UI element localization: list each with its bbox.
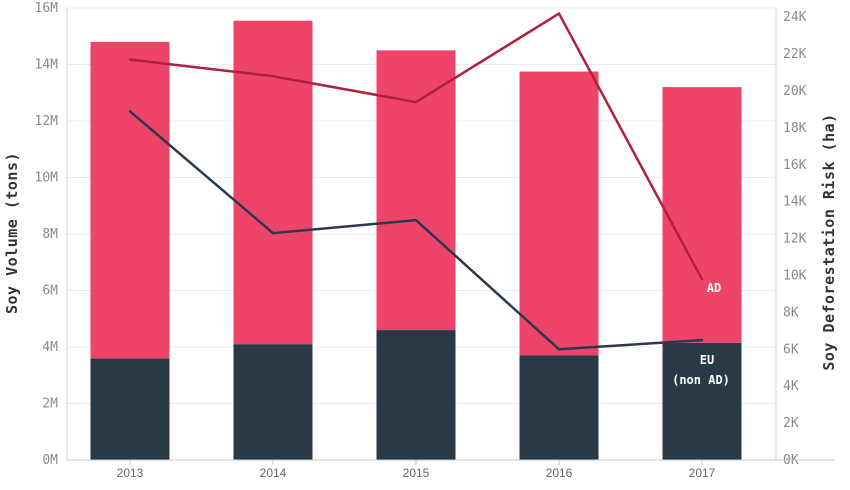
point-eu (557, 348, 561, 351)
y-right-tick-label: 2K (783, 416, 799, 431)
bar-eu-non-ad (519, 355, 599, 460)
y-right-tick-label: 6K (783, 342, 799, 357)
y-left-tick-label: 10M (35, 171, 59, 186)
y-left-tick-label: 2M (42, 397, 58, 412)
y-right-tick-label: 16K (783, 158, 807, 173)
x-tick-label: 2014 (260, 466, 287, 480)
point-ad (128, 58, 132, 61)
point-ad (700, 278, 704, 281)
series-labels: AD EU (non AD) (672, 281, 730, 387)
axes: Soy Volume (tons) Soy Deforestation Risk… (3, 1, 838, 480)
y-axis-left-title: Soy Volume (tons) (3, 152, 21, 314)
y-right-tick-label: 12K (783, 232, 807, 247)
point-ad (557, 12, 561, 15)
bar-ad (519, 71, 599, 356)
bar-series (90, 20, 742, 460)
point-eu (128, 110, 132, 113)
x-tick-label: 2013 (117, 466, 144, 480)
bar-eu-non-ad (376, 330, 456, 460)
y-right-tick-label: 10K (783, 269, 807, 284)
y-left-tick-label: 12M (35, 114, 59, 129)
y-left-tick-label: 8M (42, 227, 58, 242)
x-tick-label: 2015 (403, 466, 430, 480)
y-right-tick-label: 8K (783, 305, 799, 320)
y-right-tick-label: 18K (783, 121, 807, 136)
bar-eu-non-ad (233, 344, 313, 460)
y-right-tick-label: 4K (783, 379, 799, 394)
bar-eu-non-ad (90, 358, 170, 460)
y-left-tick-label: 16M (35, 1, 59, 16)
point-eu (700, 338, 704, 342)
y-left-tick-label: 14M (35, 58, 59, 73)
y-right-tick-label: 14K (783, 195, 807, 210)
y-left-tick-label: 6M (42, 284, 58, 299)
y-axis-right-title: Soy Deforestation Risk (ha) (820, 113, 838, 370)
point-ad (414, 100, 418, 104)
point-ad (271, 75, 275, 78)
y-left-tick-label: 4M (42, 340, 58, 355)
bar-ad (90, 41, 170, 359)
y-right-tick-label: 20K (783, 84, 807, 99)
point-eu (414, 218, 418, 222)
y-right-tick-label: 24K (783, 10, 807, 25)
bar-ad (376, 50, 456, 331)
bar-ad (662, 87, 742, 343)
bar-ad (233, 20, 313, 345)
bar-eu-non-ad (662, 342, 742, 460)
y-right-tick-label: 22K (783, 47, 807, 62)
series-label-ad: AD (707, 281, 721, 295)
point-eu (271, 231, 275, 235)
y-left-tick-label: 0M (42, 453, 58, 468)
series-label-eu-sub: (non AD) (672, 373, 730, 387)
x-tick-label: 2016 (546, 466, 573, 480)
x-tick-label: 2017 (689, 466, 716, 480)
series-label-eu: EU (700, 353, 714, 367)
line-series (128, 12, 704, 351)
